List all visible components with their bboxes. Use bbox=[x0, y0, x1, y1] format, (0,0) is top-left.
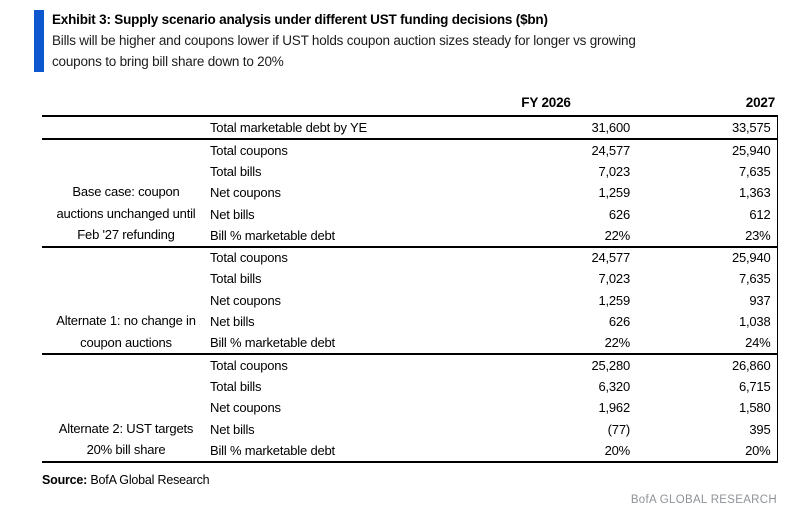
exhibit-subtitle-line-1: Bills will be higher and coupons lower i… bbox=[52, 33, 636, 48]
accent-bar bbox=[34, 10, 44, 72]
table-row: Net coupons 1,962 1,580 bbox=[42, 397, 778, 419]
value-2027: 1,038 bbox=[632, 311, 778, 333]
value-fy2026: 24,577 bbox=[591, 142, 630, 158]
value-2027: 937 bbox=[632, 289, 778, 311]
value-2027: 33,575 bbox=[632, 116, 778, 139]
source-line: Source: BofA Global Research bbox=[42, 473, 210, 487]
scenario-label-alternate-1: Alternate 1: no change in coupon auction… bbox=[42, 247, 210, 355]
source-label: Source: bbox=[42, 473, 88, 487]
metric-label: Total coupons bbox=[210, 142, 288, 158]
value-2027: 1,363 bbox=[632, 182, 778, 204]
supply-scenario-table-wrap: FY 2026 2027 Total marketable debt by YE… bbox=[42, 90, 778, 463]
table-row: Bill % marketable debt 22% 23% bbox=[42, 225, 778, 247]
exhibit-header: Exhibit 3: Supply scenario analysis unde… bbox=[34, 10, 762, 72]
metric-label: Net coupons bbox=[210, 292, 281, 308]
table-row: Bill % marketable debt 22% 24% bbox=[42, 332, 778, 354]
column-header-metric-empty bbox=[210, 90, 460, 116]
value-fy2026: (77) bbox=[607, 421, 631, 437]
table-row: Base case: coupon auctions unchanged unt… bbox=[42, 139, 778, 242]
scenario-label-base-case: Base case: coupon auctions unchanged unt… bbox=[42, 139, 210, 247]
exhibit-title: Exhibit 3: Supply scenario analysis unde… bbox=[52, 12, 548, 27]
metric-label: Total coupons bbox=[210, 357, 288, 373]
exhibit-subtitle-line-2: coupons to bring bill share down to 20% bbox=[52, 54, 284, 69]
table-row: Net coupons 1,259 937 bbox=[42, 289, 778, 311]
scenario-label-line: Alternate 1: no change in bbox=[56, 313, 196, 328]
metric-label: Total bills bbox=[210, 271, 262, 287]
value-fy2026: 7,023 bbox=[598, 271, 630, 287]
source-text: BofA Global Research bbox=[87, 473, 210, 487]
value-2027: 20% bbox=[632, 440, 778, 462]
scenario-label-line: coupon auctions bbox=[80, 334, 172, 350]
metric-label: Bill % marketable debt bbox=[210, 335, 335, 351]
bofa-global-research-brand: BofA GLOBAL RESEARCH bbox=[630, 494, 777, 506]
scenario-label-alternate-2: Alternate 2: UST targets 20% bill share bbox=[42, 354, 210, 462]
value-fy2026: 24,577 bbox=[591, 250, 630, 266]
value-fy2026: 31,600 bbox=[591, 120, 630, 135]
value-fy2026: 1,259 bbox=[598, 185, 630, 201]
value-fy2026: 22% bbox=[604, 227, 631, 243]
value-2027: 25,940 bbox=[632, 246, 778, 268]
column-header-2027: 2027 bbox=[745, 95, 775, 110]
metric-label: Net bills bbox=[210, 206, 255, 222]
value-fy2026: 7,023 bbox=[598, 163, 630, 179]
metric-label: Net coupons bbox=[210, 185, 281, 201]
table-column-headers: FY 2026 2027 bbox=[42, 90, 777, 116]
table-row: Net bills (77) 395 bbox=[42, 418, 778, 440]
value-2027: 24% bbox=[632, 332, 778, 354]
table-row: Alternate 2: UST targets 20% bill share … bbox=[42, 354, 778, 457]
metric-label: Total marketable debt by YE bbox=[210, 120, 367, 135]
scenario-block-base-case: Base case: coupon auctions unchanged unt… bbox=[42, 139, 778, 247]
value-2027: 395 bbox=[632, 418, 778, 440]
scenario-label-line: Alternate 2: UST targets bbox=[58, 420, 194, 436]
metric-label: Total bills bbox=[210, 378, 262, 394]
metric-label: Total coupons bbox=[210, 250, 288, 266]
table-row: Total bills 6,320 6,715 bbox=[42, 375, 778, 397]
value-2027: 612 bbox=[632, 203, 778, 225]
table-row: Bill % marketable debt 20% 20% bbox=[42, 440, 778, 462]
scenario-label-line: Feb '27 refunding bbox=[77, 227, 175, 242]
scenario-label-line: auctions unchanged until bbox=[56, 205, 196, 221]
value-fy2026: 6,320 bbox=[598, 378, 630, 394]
value-fy2026: 25,280 bbox=[591, 357, 630, 373]
value-fy2026: 20% bbox=[604, 442, 631, 458]
metric-label: Net bills bbox=[210, 314, 255, 330]
metric-label: Total bills bbox=[210, 163, 262, 179]
metric-label: Bill % marketable debt bbox=[210, 227, 335, 243]
value-2027: 7,635 bbox=[632, 160, 778, 182]
metric-label: Bill % marketable debt bbox=[210, 442, 335, 458]
value-fy2026: 626 bbox=[608, 314, 630, 330]
value-2027: 1,580 bbox=[632, 397, 778, 419]
value-2027: 26,860 bbox=[632, 354, 778, 376]
scenario-label-line: Base case: coupon bbox=[72, 184, 180, 199]
column-header-row: FY 2026 2027 bbox=[42, 90, 777, 116]
table-row: Total bills 7,023 7,635 bbox=[42, 160, 778, 182]
table-row: Net bills 626 612 bbox=[42, 203, 778, 225]
table-row: Net coupons 1,259 1,363 bbox=[42, 182, 778, 204]
column-header-fy2026: FY 2026 bbox=[521, 95, 571, 110]
value-fy2026: 1,962 bbox=[598, 400, 630, 416]
value-2027: 25,940 bbox=[632, 139, 778, 161]
table-row: Net bills 626 1,038 bbox=[42, 311, 778, 333]
supply-scenario-table: FY 2026 2027 Total marketable debt by YE… bbox=[42, 90, 778, 463]
metric-label: Net coupons bbox=[210, 400, 281, 416]
value-2027: 23% bbox=[632, 225, 778, 247]
table-row: Total bills 7,023 7,635 bbox=[42, 268, 778, 290]
value-fy2026: 22% bbox=[604, 335, 631, 351]
scenario-block-alternate-1: Alternate 1: no change in coupon auction… bbox=[42, 246, 778, 354]
scenario-block-alternate-2: Alternate 2: UST targets 20% bill share … bbox=[42, 354, 778, 462]
scenario-cell-empty bbox=[42, 116, 210, 139]
metric-label: Net bills bbox=[210, 421, 255, 437]
value-2027: 6,715 bbox=[632, 375, 778, 397]
table-row: Total marketable debt by YE 31,600 33,57… bbox=[42, 116, 778, 139]
scenario-label-line: 20% bill share bbox=[86, 442, 166, 457]
column-header-scenario-empty bbox=[42, 90, 210, 116]
table-row: Alternate 1: no change in coupon auction… bbox=[42, 246, 778, 350]
value-fy2026: 626 bbox=[608, 206, 630, 222]
value-fy2026: 1,259 bbox=[598, 292, 630, 308]
exhibit-header-text: Exhibit 3: Supply scenario analysis unde… bbox=[44, 10, 762, 72]
total-debt-section: Total marketable debt by YE 31,600 33,57… bbox=[42, 116, 778, 139]
value-2027: 7,635 bbox=[632, 268, 778, 290]
